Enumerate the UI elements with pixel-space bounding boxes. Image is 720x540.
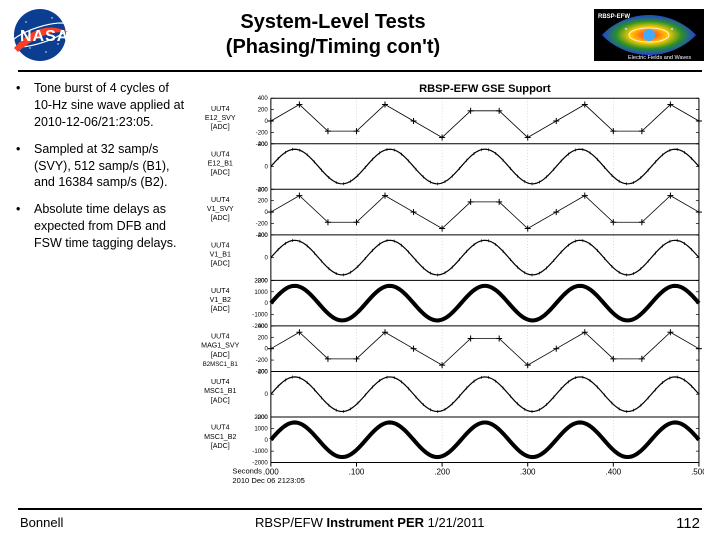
svg-text:Seconds: Seconds xyxy=(232,467,262,476)
svg-text:[ADC]: [ADC] xyxy=(211,169,230,177)
svg-text:MSC1_B1: MSC1_B1 xyxy=(204,387,236,395)
svg-text:0: 0 xyxy=(264,119,268,125)
chart-area: RBSP-EFW GSE Support-400-2000200400UUT4E… xyxy=(198,80,704,485)
svg-text:B2MSC1_B1: B2MSC1_B1 xyxy=(203,362,239,368)
svg-text:400: 400 xyxy=(258,324,269,330)
svg-text:0: 0 xyxy=(264,165,268,171)
footer-center-bold: Instrument PER xyxy=(326,515,424,530)
nasa-logo: NASA xyxy=(8,8,72,62)
footer-divider xyxy=(18,508,702,510)
bullet-item: •Absolute time delays as expected from D… xyxy=(16,201,186,252)
svg-text:V1_B1: V1_B1 xyxy=(210,251,231,259)
svg-text:-2000: -2000 xyxy=(252,461,268,467)
bullet-item: •Sampled at 32 samp/s (SVY), 512 samp/s … xyxy=(16,141,186,192)
page-title: System-Level Tests (Phasing/Timing con't… xyxy=(84,10,582,60)
svg-text:2000: 2000 xyxy=(254,415,268,421)
svg-text:UUT4: UUT4 xyxy=(211,424,230,432)
mission-logo: RBSP-EFW Electric Fields and Waves xyxy=(594,9,704,61)
bullet-text: Absolute time delays as expected from DF… xyxy=(34,201,186,252)
svg-text:400: 400 xyxy=(258,96,269,102)
svg-text:.400: .400 xyxy=(605,468,621,477)
svg-text:200: 200 xyxy=(258,369,269,375)
svg-text:.500: .500 xyxy=(691,468,704,477)
bullet-text: Sampled at 32 samp/s (SVY), 512 samp/s (… xyxy=(34,141,186,192)
footer-center-post: 1/21/2011 xyxy=(424,515,484,530)
footer-center: RBSP/EFW Instrument PER 1/21/2011 xyxy=(63,515,676,532)
svg-text:0: 0 xyxy=(264,256,268,262)
svg-text:0: 0 xyxy=(264,438,268,444)
svg-text:[ADC]: [ADC] xyxy=(211,214,230,222)
footer: Bonnell RBSP/EFW Instrument PER 1/21/201… xyxy=(0,515,720,532)
svg-text:UUT4: UUT4 xyxy=(211,287,230,295)
svg-text:2010 Dec 06 2123:05: 2010 Dec 06 2123:05 xyxy=(232,476,304,485)
svg-text:[ADC]: [ADC] xyxy=(211,260,230,268)
svg-text:0: 0 xyxy=(264,210,268,216)
svg-text:200: 200 xyxy=(258,108,269,114)
svg-text:200: 200 xyxy=(258,199,269,205)
svg-text:[ADC]: [ADC] xyxy=(211,305,230,313)
svg-text:[ADC]: [ADC] xyxy=(211,351,230,359)
content: •Tone burst of 4 cycles of 10-Hz sine wa… xyxy=(0,80,720,485)
svg-text:200: 200 xyxy=(258,142,269,148)
svg-text:400: 400 xyxy=(258,187,269,193)
svg-text:-200: -200 xyxy=(256,358,269,364)
svg-text:UUT4: UUT4 xyxy=(211,105,230,113)
title-line-1: System-Level Tests xyxy=(240,11,425,33)
svg-text:MAG1_SVY: MAG1_SVY xyxy=(201,342,239,350)
svg-text:V1_SVY: V1_SVY xyxy=(207,205,234,213)
header: NASA System-Level Tests (Phasing/Timing … xyxy=(0,0,720,66)
svg-text:UUT4: UUT4 xyxy=(211,241,230,249)
svg-text:-1000: -1000 xyxy=(252,313,268,319)
svg-text:1000: 1000 xyxy=(254,426,268,432)
header-divider xyxy=(18,70,702,72)
svg-text:E12_SVY: E12_SVY xyxy=(205,114,236,122)
svg-text:0: 0 xyxy=(264,392,268,398)
footer-pagenum: 112 xyxy=(676,515,700,532)
bullet-item: •Tone burst of 4 cycles of 10-Hz sine wa… xyxy=(16,80,186,131)
svg-text:[ADC]: [ADC] xyxy=(211,442,230,450)
svg-text:200: 200 xyxy=(258,335,269,341)
mission-label-top: RBSP-EFW xyxy=(598,14,630,20)
svg-text:1000: 1000 xyxy=(254,290,268,296)
svg-text:.100: .100 xyxy=(349,468,365,477)
svg-text:MSC1_B2: MSC1_B2 xyxy=(204,433,236,441)
svg-text:V1_B2: V1_B2 xyxy=(210,296,231,304)
nasa-text: NASA xyxy=(20,28,69,45)
footer-center-pre: RBSP/EFW xyxy=(255,515,327,530)
chart-svg: RBSP-EFW GSE Support-400-2000200400UUT4E… xyxy=(198,80,704,485)
svg-text:UUT4: UUT4 xyxy=(211,378,230,386)
svg-text:UUT4: UUT4 xyxy=(211,196,230,204)
svg-text:UUT4: UUT4 xyxy=(211,333,230,341)
footer-author: Bonnell xyxy=(20,515,63,532)
svg-text:.300: .300 xyxy=(520,468,536,477)
svg-text:E12_B1: E12_B1 xyxy=(208,160,233,168)
svg-text:0: 0 xyxy=(264,347,268,353)
bullet-text: Tone burst of 4 cycles of 10-Hz sine wav… xyxy=(34,80,186,131)
svg-text:2000: 2000 xyxy=(254,278,268,284)
svg-text:-200: -200 xyxy=(256,221,269,227)
svg-text:[ADC]: [ADC] xyxy=(211,123,230,131)
svg-text:RBSP-EFW GSE Support: RBSP-EFW GSE Support xyxy=(419,83,551,95)
svg-text:.200: .200 xyxy=(434,468,450,477)
svg-text:UUT4: UUT4 xyxy=(211,150,230,158)
title-line-2: (Phasing/Timing con't) xyxy=(226,36,440,58)
mission-label-bottom: Electric Fields and Waves xyxy=(628,55,691,61)
bullet-list: •Tone burst of 4 cycles of 10-Hz sine wa… xyxy=(16,80,186,485)
svg-text:-1000: -1000 xyxy=(252,449,268,455)
svg-text:-200: -200 xyxy=(256,130,269,136)
svg-text:[ADC]: [ADC] xyxy=(211,396,230,404)
svg-text:200: 200 xyxy=(258,233,269,239)
svg-text:0: 0 xyxy=(264,301,268,307)
